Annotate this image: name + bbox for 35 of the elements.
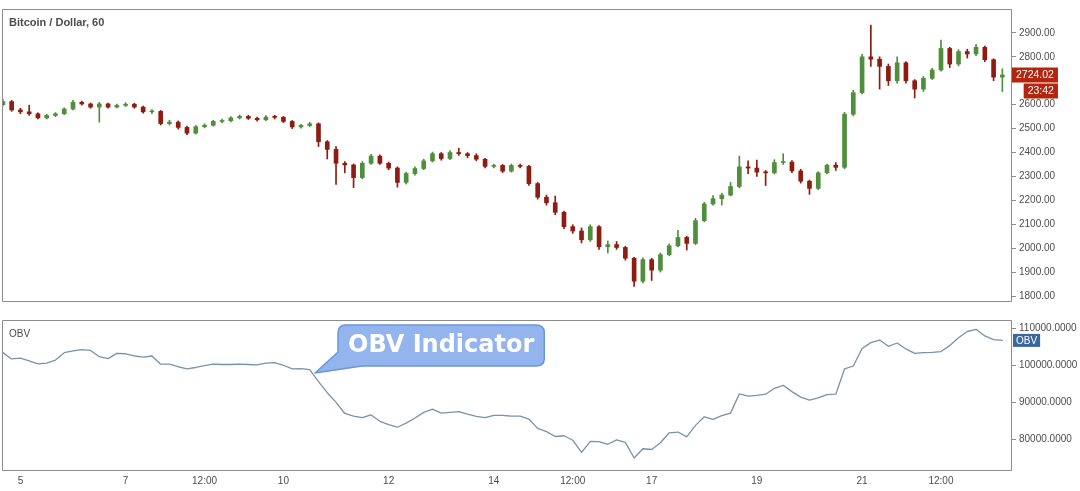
text: OBV (9, 328, 31, 339)
x-tick-label: 12 (383, 474, 395, 486)
candlestick (780, 153, 786, 165)
y-tick-label: 1900.00 (1019, 265, 1056, 277)
x-tick-label: 21 (856, 474, 869, 486)
x-tick-label: 12:00 (560, 474, 586, 486)
x-tick-label: 5 (17, 474, 24, 486)
y-tick-label: 1800.00 (1019, 289, 1056, 301)
y-tick-label: 80000.0000 (1019, 433, 1073, 445)
y-tick-label: 2400.00 (1019, 146, 1056, 158)
text: 2724.02 (1016, 68, 1055, 81)
annotation: OBV Indicator (347, 330, 535, 361)
y-tick-label: 90000.0000 (1019, 396, 1073, 408)
y-tick-label: 2100.00 (1019, 218, 1056, 230)
y-tick-label: 2000.00 (1019, 241, 1056, 253)
series-label: OBV (1016, 334, 1038, 346)
x-tick-label: 10 (277, 474, 290, 486)
y-tick-label: 2600.00 (1019, 98, 1056, 110)
x-tick-label: 12:00 (192, 474, 218, 486)
candlestick (456, 147, 462, 156)
candlestick (342, 161, 348, 174)
y-tick-label: 2300.00 (1019, 170, 1056, 182)
y-tick-label: 100000.0000 (1019, 359, 1078, 371)
text: 23:42 (1027, 84, 1055, 97)
x-tick-label: 19 (751, 474, 763, 486)
y-tick-label: 2500.00 (1019, 122, 1056, 134)
y-tick-label: 110000.0000 (1019, 321, 1078, 333)
y-tick-label: 2900.00 (1019, 26, 1056, 38)
x-tick-label: 17 (646, 474, 658, 486)
text: Bitcoin / Dollar, 60 (9, 16, 105, 28)
x-tick-label: 12:00 (928, 474, 954, 486)
x-tick-label: 14 (488, 474, 500, 486)
x-tick-label: 7 (122, 474, 129, 486)
y-tick-label: 2800.00 (1019, 50, 1056, 62)
y-tick-label: 2200.00 (1019, 194, 1056, 206)
